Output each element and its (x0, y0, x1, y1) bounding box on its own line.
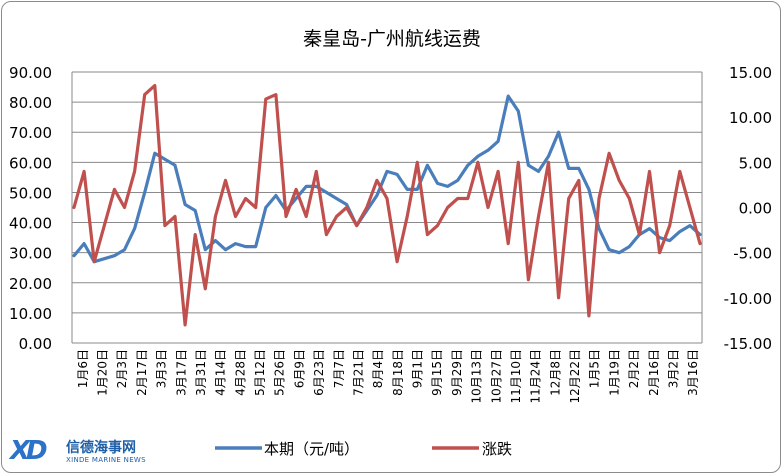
x-axis-tick-label: 9月29日 (450, 349, 464, 396)
x-axis-tick-label: 8月18日 (391, 349, 405, 396)
x-axis-tick-label: 5月26日 (273, 349, 287, 396)
left-axis-tick-label: 30.00 (9, 245, 52, 263)
x-axis-tick-label: 3月31日 (194, 349, 208, 396)
logo-name-cn: 信德海事网 (66, 440, 136, 456)
x-axis-tick-label: 8月4日 (371, 349, 385, 388)
x-axis-tick-label: 1月20日 (96, 349, 110, 396)
right-axis-tick-label: -15.00 (724, 335, 772, 353)
x-axis-tick-label: 10月27日 (489, 349, 503, 404)
x-axis-tick-label: 6月23日 (312, 349, 326, 396)
x-axis-tick-label: 2月16日 (647, 349, 661, 396)
legend: 本期（元/吨） 涨跌 (215, 440, 512, 458)
x-axis-tick-label: 3月2日 (666, 349, 680, 388)
chart-title: 秦皇岛-广州航线运费 (303, 28, 481, 50)
series-lines (72, 83, 702, 327)
left-axis-tick-label: 50.00 (9, 184, 52, 202)
x-axis-tick-label: 5月12日 (253, 349, 267, 396)
right-axis-tick-label: -5.00 (733, 245, 772, 263)
x-axis-tick-label: 4月28日 (233, 349, 247, 396)
x-axis-tick-label: 3月3日 (155, 349, 169, 388)
left-axis-tick-label: 20.00 (9, 275, 52, 293)
x-axis-tick-label: 3月17日 (174, 349, 188, 396)
series-line-2 (72, 83, 702, 327)
x-axis-tick-label: 12月22日 (568, 349, 582, 404)
x-axis-tick-label: 2月17日 (135, 349, 149, 396)
series-line-1 (72, 94, 702, 264)
left-axis-tick-label: 90.00 (9, 64, 52, 82)
x-axis-tick-label: 4月14日 (214, 349, 228, 396)
x-axis-tick-label: 9月15日 (430, 349, 444, 396)
x-axis-tick-label: 1月6日 (76, 349, 90, 388)
logo-name-en: XINDE MARINE NEWS (66, 456, 146, 464)
x-axis-tick-label: 1月19日 (607, 349, 621, 396)
left-axis-tick-label: 10.00 (9, 305, 52, 323)
xinde-marine-news-logo: XD 信德海事网 XINDE MARINE NEWS (10, 436, 170, 470)
left-axis-tick-label: 60.00 (9, 154, 52, 172)
x-axis-tick-label: 1月5日 (588, 349, 602, 388)
x-axis-tick-label: 11月24日 (529, 349, 543, 404)
x-axis-tick-label: 6月9日 (292, 349, 306, 388)
x-axis-tick-label: 12月8日 (548, 349, 562, 396)
x-axis: 1月6日 1月20日 2月3日 2月17日 3月3日 3月17日 3月31日 4月14日 4月2… (76, 349, 700, 404)
gridlines (72, 71, 702, 344)
right-axis-tick-label: -10.00 (724, 290, 772, 308)
x-axis-tick-label: 10月13日 (470, 349, 484, 404)
right-axis-tick-label: 10.00 (729, 109, 772, 127)
left-axis-tick-label: 70.00 (9, 124, 52, 142)
legend-label-series-2: 涨跌 (482, 440, 512, 458)
right-y-axis: -15.00 -10.00 -5.00 0.00 5.00 10.00 15.00 (701, 64, 772, 353)
right-axis-tick-label: 0.00 (739, 200, 772, 218)
x-axis-tick-label: 2月2日 (627, 349, 641, 388)
x-axis-tick-label: 7月7日 (332, 349, 346, 388)
right-axis-tick-label: 5.00 (739, 154, 772, 172)
x-axis-tick-label: 3月16日 (686, 349, 700, 396)
x-axis-tick-label: 2月3日 (115, 349, 129, 388)
x-axis-tick-label: 9月1日 (411, 349, 425, 388)
x-axis-tick-label: 11月10日 (509, 349, 523, 404)
x-axis-tick-label: 7月21日 (351, 349, 365, 396)
logo-mark: XD (10, 436, 48, 466)
left-axis-tick-label: 0.00 (19, 335, 52, 353)
right-axis-tick-label: 15.00 (729, 64, 772, 82)
left-axis-tick-label: 80.00 (9, 94, 52, 112)
left-y-axis: 0.00 10.00 20.00 30.00 40.00 50.00 60.00 70.00 8… (9, 64, 73, 353)
left-axis-tick-label: 40.00 (9, 215, 52, 233)
legend-label-series-1: 本期（元/吨） (264, 440, 359, 458)
